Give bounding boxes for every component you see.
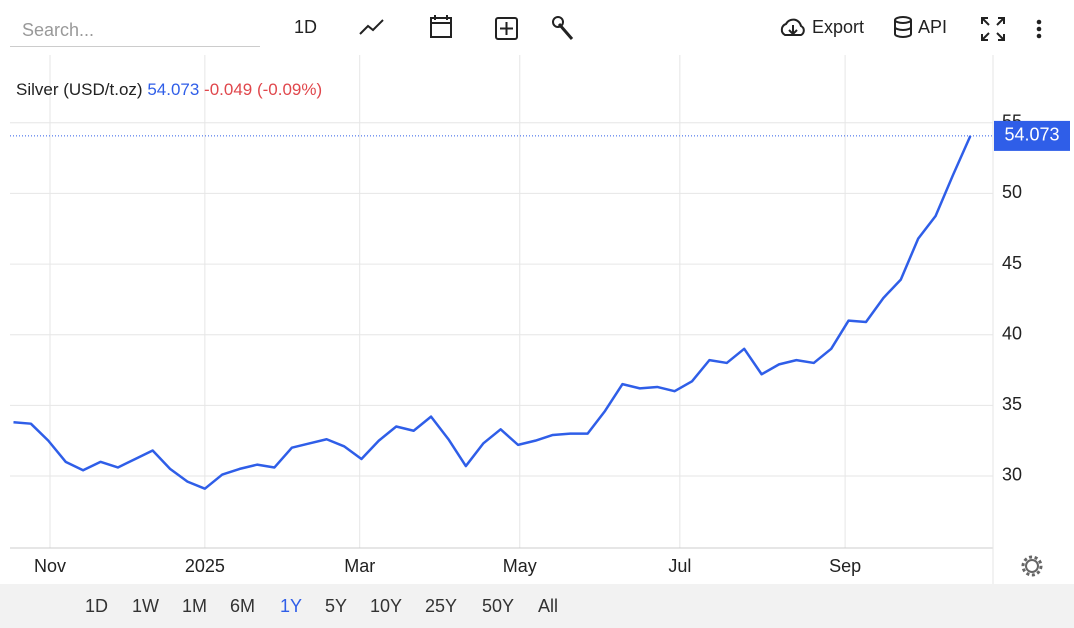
legend-price: 54.073 — [147, 80, 199, 99]
last-price-label: 54.073 — [1004, 125, 1059, 145]
x-tick-label: Sep — [829, 556, 861, 576]
legend-change: -0.049 (-0.09%) — [204, 80, 322, 99]
y-tick-label: 40 — [1002, 323, 1022, 343]
x-tick-label: 2025 — [185, 556, 225, 576]
y-tick-label: 30 — [1002, 465, 1022, 485]
y-tick-label: 50 — [1002, 182, 1022, 202]
legend-name: Silver (USD/t.oz) — [16, 80, 143, 99]
price-line — [13, 135, 972, 490]
api-icon[interactable] — [893, 14, 915, 42]
fullscreen-icon[interactable] — [981, 17, 1005, 41]
range-button[interactable]: 1D — [85, 596, 109, 616]
indicator-icon[interactable] — [495, 17, 518, 40]
range-button[interactable]: 50Y — [482, 596, 515, 616]
export-icon[interactable] — [778, 14, 808, 42]
more-icon[interactable] — [1036, 19, 1042, 39]
search-box[interactable]: Search... — [10, 14, 260, 47]
y-tick-label: 35 — [1002, 394, 1022, 414]
x-tick-label: Nov — [34, 556, 66, 576]
range-button[interactable]: 10Y — [370, 596, 403, 616]
x-tick-label: Jul — [668, 556, 691, 576]
y-tick-label: 45 — [1002, 253, 1022, 273]
range-button[interactable]: 1W — [132, 596, 159, 616]
range-button[interactable]: 1M — [182, 596, 208, 616]
range-button[interactable]: 6M — [230, 596, 256, 616]
last-price-box — [994, 120, 1070, 151]
interval-button[interactable]: 1D — [294, 17, 318, 37]
range-button[interactable]: 5Y — [325, 596, 348, 616]
range-bar: 1D 1W 1M 6M 1Y 5Y 10Y 25Y 50Y All — [0, 584, 1074, 628]
x-tick-label: Mar — [344, 556, 375, 576]
range-button[interactable]: 25Y — [425, 596, 458, 616]
toolbar-icons — [359, 15, 574, 40]
calendar-icon[interactable] — [430, 15, 452, 38]
export-button[interactable]: Export — [812, 17, 865, 37]
range-button[interactable]: All — [538, 596, 559, 616]
api-button[interactable]: API — [918, 17, 948, 37]
gear-icon[interactable] — [1021, 555, 1043, 577]
range-button[interactable]: 1Y — [280, 596, 303, 616]
chart: Silver (USD/t.oz) 54.073 -0.049 (-0.09%)… — [10, 55, 1070, 584]
x-tick-label: May — [503, 556, 537, 576]
window-icons — [981, 17, 1042, 41]
chart-type-icon[interactable] — [359, 19, 384, 35]
settings-tool-icon[interactable] — [552, 16, 574, 40]
legend: Silver (USD/t.oz) 54.073 -0.049 (-0.09%) — [16, 80, 322, 99]
